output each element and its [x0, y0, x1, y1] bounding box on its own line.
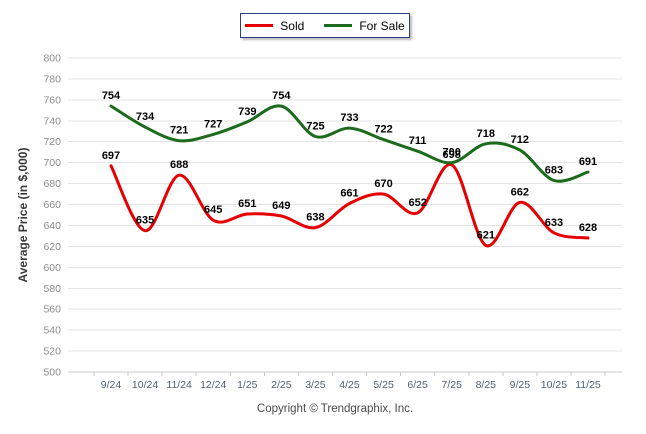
x-tick-label: 9/25 — [510, 379, 531, 391]
y-tick-label: 740 — [43, 115, 61, 127]
for-sale-point-label: 734 — [136, 111, 155, 123]
for-sale-point-label: 711 — [409, 135, 427, 147]
sold-point-label: 633 — [545, 217, 563, 229]
legend-item-for-sale: For Sale — [324, 18, 405, 33]
sold-point-label: 621 — [477, 229, 495, 241]
chart-legend: Sold For Sale — [240, 13, 410, 38]
for-sale-point-label: 754 — [272, 90, 291, 102]
sold-point-label: 628 — [579, 222, 597, 234]
for-sale-point-label: 725 — [306, 121, 324, 133]
sold-point-label: 645 — [204, 204, 222, 216]
sold-line-swatch — [245, 24, 274, 27]
x-tick-label: 11/25 — [575, 379, 601, 391]
x-tick-label: 5/25 — [373, 379, 394, 391]
y-tick-label: 540 — [43, 325, 61, 337]
y-tick-label: 680 — [43, 178, 61, 190]
sold-point-label: 688 — [170, 159, 188, 171]
x-tick-label: 4/25 — [339, 379, 360, 391]
for-sale-point-label: 700 — [443, 147, 461, 159]
y-tick-label: 560 — [43, 304, 61, 316]
y-tick-label: 620 — [43, 241, 61, 253]
sold-point-label: 670 — [374, 178, 392, 190]
legend-label-sold: Sold — [280, 18, 305, 33]
for-sale-point-label: 727 — [204, 118, 222, 130]
sold-point-label: 651 — [238, 198, 256, 210]
sold-point-label: 697 — [102, 150, 120, 162]
legend-label-for-sale: For Sale — [359, 18, 405, 33]
x-tick-label: 8/25 — [476, 379, 497, 391]
for-sale-line — [109, 104, 590, 183]
sold-point-label: 698 — [443, 149, 461, 161]
sold-point-label: 638 — [306, 212, 324, 224]
y-tick-label: 520 — [43, 346, 61, 358]
for-sale-point-label: 683 — [545, 164, 563, 176]
sold-point-label: 662 — [511, 186, 529, 198]
x-tick-label: 9/24 — [101, 379, 122, 391]
for-sale-point-label: 733 — [340, 112, 358, 124]
for-sale-line-swatch — [324, 24, 353, 27]
for-sale-point-label: 718 — [477, 128, 495, 140]
y-tick-label: 500 — [43, 367, 61, 379]
sold-point-label: 649 — [272, 200, 290, 212]
for-sale-point-label: 721 — [170, 125, 188, 137]
legend-item-sold: Sold — [245, 19, 304, 33]
y-tick-label: 720 — [43, 136, 61, 148]
for-sale-point-label: 712 — [511, 134, 529, 146]
for-sale-point-label: 691 — [579, 156, 597, 168]
x-tick-label: 7/25 — [441, 379, 462, 391]
for-sale-point-label: 754 — [102, 90, 121, 102]
sold-point-label: 652 — [408, 197, 426, 209]
y-tick-label: 800 — [43, 53, 61, 65]
x-tick-label: 2/25 — [271, 379, 292, 391]
sold-point-label: 661 — [340, 187, 358, 199]
y-tick-label: 580 — [43, 283, 61, 295]
y-tick-label: 600 — [43, 262, 61, 274]
for-sale-point-label: 722 — [374, 124, 392, 136]
y-tick-label: 760 — [43, 94, 61, 106]
x-tick-label: 3/25 — [305, 379, 326, 391]
x-tick-label: 1/25 — [237, 379, 258, 391]
y-tick-label: 660 — [43, 199, 61, 211]
x-tick-label: 10/24 — [132, 379, 158, 391]
sold-line — [109, 163, 590, 248]
y-tick-label: 700 — [43, 157, 61, 169]
y-tick-label: 640 — [43, 220, 61, 232]
x-tick-label: 12/24 — [200, 379, 226, 391]
y-tick-label: 780 — [43, 73, 61, 85]
copyright-text: Copyright © Trendgraphix, Inc. — [256, 403, 414, 415]
x-tick-label: 11/24 — [166, 379, 192, 391]
x-tick-label: 10/25 — [541, 379, 567, 391]
for-sale-point-label: 739 — [238, 106, 256, 118]
sold-point-label: 635 — [136, 215, 154, 227]
x-tick-label: 6/25 — [407, 379, 428, 391]
